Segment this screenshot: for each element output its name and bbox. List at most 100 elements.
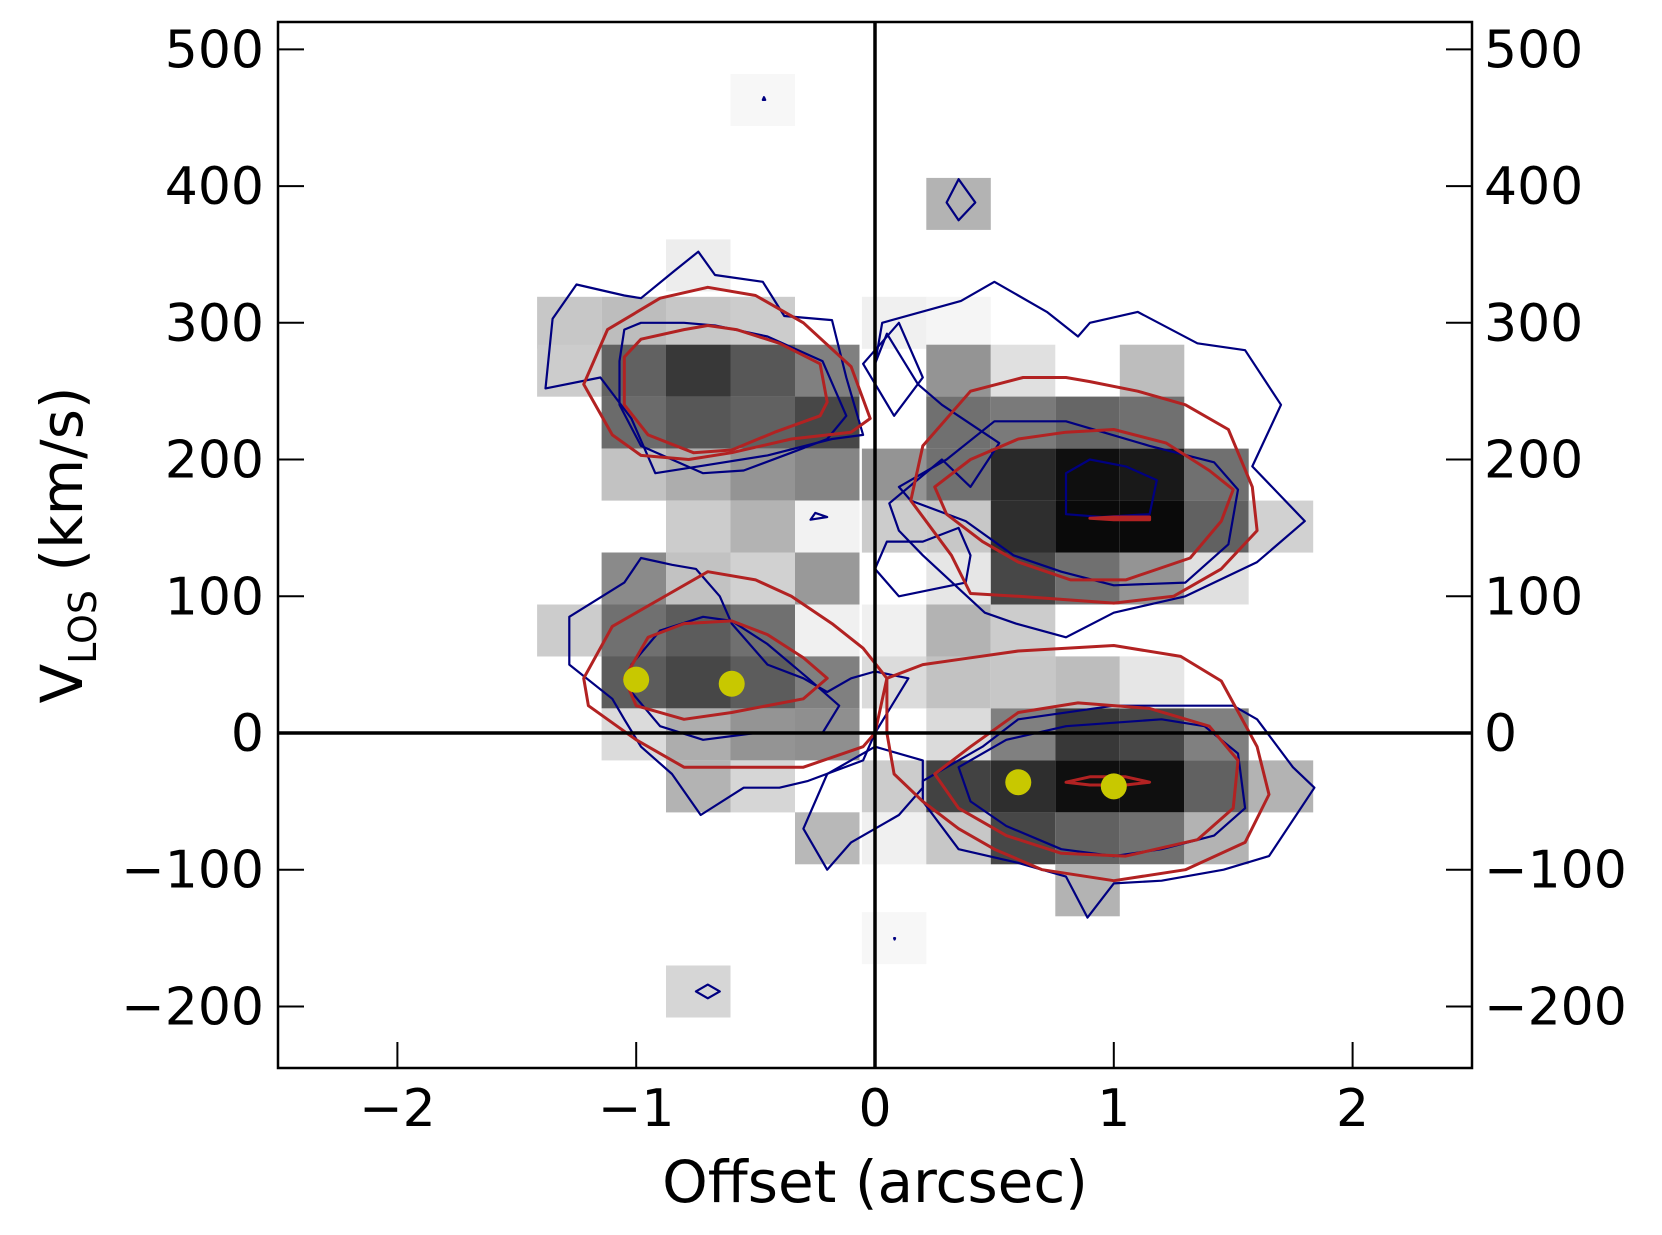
heatmap-pixel — [926, 552, 991, 605]
contour-line — [873, 280, 1306, 639]
y-axis-label: VLOS (km/s) — [28, 386, 105, 703]
y-tick-label-left: 100 — [165, 567, 264, 627]
x-tick-label: 0 — [858, 1079, 891, 1139]
contour-line — [893, 937, 897, 941]
contour-line — [933, 428, 1235, 582]
contour-line — [544, 250, 865, 475]
heatmap-pixel — [990, 344, 1056, 397]
heatmap-pixel — [666, 500, 731, 553]
heatmap-pixel — [926, 500, 991, 553]
heatmap-pixel — [861, 604, 927, 657]
heatmap-pixel — [795, 552, 860, 605]
contour-line — [809, 511, 829, 521]
y-tick-label-right: 500 — [1484, 20, 1583, 80]
heatmap-pixels — [537, 74, 1314, 1018]
y-tick-label-right: 0 — [1484, 704, 1517, 764]
marker-layer — [623, 666, 1127, 800]
contour-line — [568, 556, 910, 817]
contour-line — [933, 701, 1240, 858]
y-tick-label-left: 200 — [165, 431, 264, 491]
axis-ticks: −2 −1 0 1 2 −200 −200 −100 −100 0 0 100 100 200 200 300… — [121, 20, 1627, 1139]
heatmap-pixel — [1055, 396, 1120, 449]
zero-lines — [278, 22, 1472, 1068]
contour-layer — [544, 96, 1316, 1000]
heatmap-pixel — [666, 396, 731, 449]
y-tick-label-left: 300 — [165, 294, 264, 354]
contour-line — [885, 644, 1271, 883]
y-tick-label-left: −200 — [121, 977, 264, 1037]
heatmap-pixel — [730, 500, 795, 553]
heatmap-pixel — [537, 296, 602, 349]
data-point-marker — [623, 666, 650, 693]
data-point-marker — [1005, 769, 1032, 796]
heatmap-pixel — [666, 344, 731, 397]
heatmap-pixel — [990, 396, 1056, 449]
data-point-marker — [718, 670, 745, 697]
contour-line — [921, 704, 1316, 919]
contour-line — [622, 619, 829, 721]
heatmap-pixel — [666, 239, 731, 292]
contour-line — [694, 983, 721, 1000]
x-axis-label: Offset (arcsec) — [662, 1148, 1088, 1216]
heatmap-pixel — [926, 296, 991, 349]
y-axis-label-subscript: LOS — [61, 590, 105, 664]
contour-line — [618, 321, 848, 475]
contour-line — [630, 615, 841, 741]
heatmap-pixel — [926, 177, 991, 230]
y-tick-label-right: 300 — [1484, 294, 1583, 354]
y-axis-label-main: V — [28, 664, 96, 704]
y-tick-label-left: −100 — [121, 841, 264, 901]
contour-line — [1088, 515, 1152, 522]
y-tick-label-right: −100 — [1484, 841, 1627, 901]
heatmap-pixel — [1248, 500, 1314, 553]
contour-line — [622, 324, 829, 455]
x-tick-label: 2 — [1336, 1079, 1369, 1139]
contour-line — [909, 376, 1259, 605]
heatmap-pixel — [730, 296, 795, 349]
heatmap-pixel — [730, 604, 795, 657]
y-tick-label-right: −200 — [1484, 977, 1627, 1037]
heatmap-pixel — [926, 656, 991, 709]
contour-line — [1064, 775, 1152, 787]
y-tick-label-right: 100 — [1484, 567, 1583, 627]
y-tick-label-left: 500 — [165, 20, 264, 80]
x-tick-label: 1 — [1097, 1079, 1130, 1139]
contour-line — [957, 718, 1247, 858]
heatmap-pixel — [926, 604, 991, 657]
heatmap-pixel — [795, 500, 860, 553]
heatmap-pixel — [795, 448, 860, 501]
heatmap-pixel — [730, 344, 795, 397]
contour-line — [897, 420, 1240, 587]
data-point-marker — [1100, 773, 1127, 800]
x-tick-label: −2 — [359, 1079, 436, 1139]
contour-line — [761, 96, 767, 101]
heatmap-pixel — [666, 448, 731, 501]
heatmap-pixel — [795, 812, 860, 865]
heatmap-pixel — [1119, 656, 1185, 709]
y-tick-label-right: 400 — [1484, 157, 1583, 217]
heatmap-pixel — [1184, 552, 1249, 605]
heatmap-pixel — [795, 656, 860, 709]
heatmap-pixel — [795, 604, 860, 657]
contour-line — [873, 526, 972, 598]
heatmap-pixel — [1119, 760, 1185, 813]
heatmap-pixel — [1119, 448, 1185, 501]
heatmap-pixel — [861, 812, 927, 865]
heatmap-pixel — [990, 448, 1056, 501]
heatmap-pixel — [601, 344, 667, 397]
y-axis-label-unit: (km/s) — [28, 386, 96, 590]
heatmap-pixel — [1055, 656, 1120, 709]
heatmap-pixel — [990, 812, 1056, 865]
heatmap-pixel — [666, 604, 731, 657]
heatmap-pixel — [990, 500, 1056, 553]
heatmap-pixel — [990, 656, 1056, 709]
x-tick-label: −1 — [598, 1079, 675, 1139]
contour-line — [862, 321, 924, 417]
y-tick-label-left: 400 — [165, 157, 264, 217]
heatmap-pixel — [1119, 500, 1185, 553]
contour-line — [945, 178, 977, 222]
heatmap-pixel — [861, 296, 927, 349]
y-tick-label-right: 200 — [1484, 431, 1583, 491]
